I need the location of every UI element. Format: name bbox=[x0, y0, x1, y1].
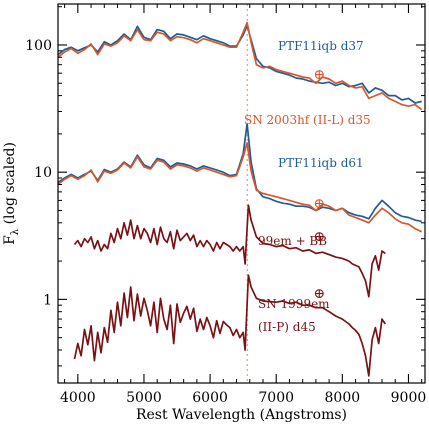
annotation-label-0: PTF11iqb d37 bbox=[278, 39, 364, 53]
annotation-label-1: SN 2003hf (II-L) d35 bbox=[244, 113, 371, 127]
annotation-label-5: (II-P) d45 bbox=[258, 320, 316, 334]
telluric-marker-0: ⊕ bbox=[313, 67, 325, 83]
telluric-marker-2: ⊕ bbox=[313, 229, 325, 245]
series-line-1 bbox=[57, 21, 423, 111]
annotation-layer: PTF11iqb d37 SN 2003hf (II-L) d35 PTF11iqb… bbox=[244, 39, 371, 334]
annotation-label-3: 99em + BB bbox=[258, 234, 327, 248]
x-tick-label-3: 7000 bbox=[258, 390, 294, 406]
annotation-label-2: PTF11iqb d61 bbox=[278, 156, 364, 170]
plot-frame bbox=[57, 3, 426, 384]
x-tick-label-0: 4000 bbox=[60, 390, 96, 406]
telluric-marker-1: ⊕ bbox=[313, 196, 325, 212]
series-line-3 bbox=[57, 142, 423, 233]
x-tick-label-2: 6000 bbox=[192, 390, 228, 406]
y-axis-label: Fλ (log scaled) bbox=[2, 142, 21, 245]
series-layer bbox=[57, 21, 423, 377]
ticks-layer: 4000 5000 6000 7000 8000 9000 1 10 100 bbox=[25, 4, 426, 406]
y-tick-label-2: 100 bbox=[25, 38, 52, 54]
y-tick-label-1: 10 bbox=[34, 165, 52, 181]
series-line-0 bbox=[57, 24, 422, 104]
y-tick-label-0: 1 bbox=[43, 292, 52, 308]
x-axis-label: Rest Wavelength (Angstroms) bbox=[136, 407, 347, 423]
series-line-4 bbox=[73, 204, 386, 298]
x-tick-label-4: 8000 bbox=[325, 390, 361, 406]
x-tick-label-1: 5000 bbox=[126, 390, 162, 406]
series-line-5 bbox=[73, 274, 387, 377]
annotation-label-4: SN 1999em bbox=[258, 297, 330, 311]
telluric-marker-3: ⊕ bbox=[313, 286, 325, 302]
x-tick-label-5: 9000 bbox=[391, 390, 427, 406]
